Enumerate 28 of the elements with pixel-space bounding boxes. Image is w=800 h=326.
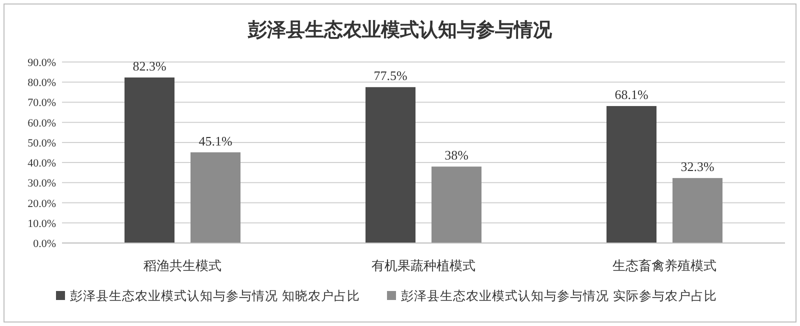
data-label: 45.1% (198, 133, 232, 148)
legend-label: 彭泽县生态农业模式认知与参与情况 实际参与农户占比 (401, 288, 717, 303)
bar (190, 152, 240, 243)
data-label: 38% (444, 148, 469, 163)
y-tick-label: 30.0% (28, 178, 56, 190)
y-tick-label: 20.0% (28, 198, 56, 210)
data-label: 32.3% (680, 159, 714, 174)
y-tick-label: 40.0% (28, 158, 56, 170)
chart-title: 彭泽县生态农业模式认知与参与情况 (247, 19, 553, 41)
data-label: 68.1% (614, 87, 648, 102)
y-tick-label: 50.0% (28, 137, 56, 150)
legend-label: 彭泽县生态农业模式认知与参与情况 知晓农户占比 (70, 288, 360, 303)
bar (366, 87, 416, 243)
y-tick-label: 80.0% (28, 77, 56, 90)
y-tick-label: 90.0% (28, 57, 56, 69)
y-tick-label: 60.0% (28, 117, 56, 130)
data-label: 77.5% (374, 68, 408, 84)
y-tick-label: 0.0% (33, 238, 56, 250)
bar (672, 178, 722, 243)
y-tick-label: 10.0% (28, 218, 56, 230)
y-tick-label: 70.0% (28, 97, 56, 110)
bar (124, 77, 174, 243)
bar (432, 166, 482, 243)
x-tick-label: 稻渔共生模式 (144, 259, 222, 274)
x-tick-label: 生态畜禽养殖模式 (612, 258, 716, 274)
bar (606, 106, 656, 243)
data-label: 82.3% (132, 58, 166, 74)
x-tick-label: 有机果蔬种植模式 (372, 259, 476, 274)
